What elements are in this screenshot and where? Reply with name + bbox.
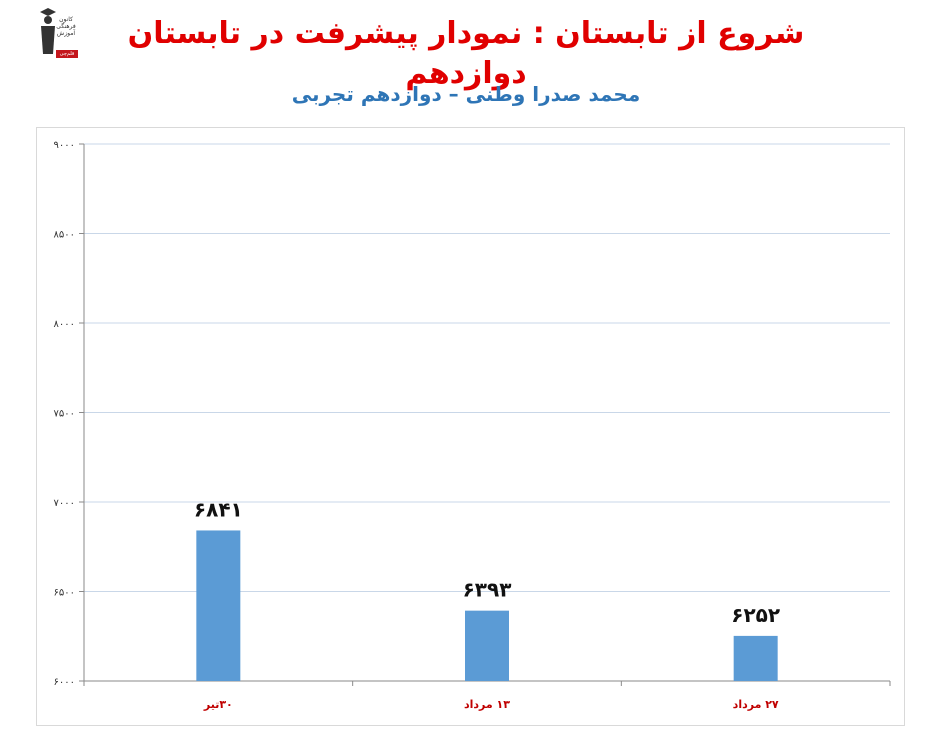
y-tick-label: ۷۰۰۰ — [54, 498, 75, 509]
page-title: شروع از تابستان : نمودار پیشرفت در تابست… — [127, 16, 805, 91]
data-label: ۶۸۴۱ — [194, 497, 243, 521]
bar — [465, 610, 509, 681]
y-tick-label: ۶۵۰۰ — [54, 588, 75, 599]
graduate-icon — [40, 8, 56, 54]
y-tick-label: ۶۰۰۰ — [54, 677, 75, 688]
bar — [733, 635, 778, 681]
category-label: ۱۳ مرداد — [464, 698, 510, 711]
logo: کانون فرهنگی آموزش قلم‌چی — [38, 6, 78, 60]
bar — [196, 530, 241, 681]
page-subtitle: محمد صدرا وطنی – دوازدهم تجربی — [291, 82, 641, 106]
data-label: ۶۳۹۳ — [463, 578, 512, 602]
logo-text: کانون فرهنگی آموزش — [56, 16, 76, 37]
data-label: ۶۲۵۲ — [731, 603, 780, 627]
logo-tag: قلم‌چی — [56, 50, 78, 58]
y-tick-label: ۹۰۰۰ — [54, 140, 75, 151]
category-label: ۳۰تیر — [203, 698, 233, 711]
chart-frame — [36, 127, 905, 726]
y-tick-label: ۸۵۰۰ — [54, 230, 75, 241]
y-tick-label: ۷۵۰۰ — [54, 409, 75, 420]
y-tick-label: ۸۰۰۰ — [54, 319, 75, 330]
category-label: ۲۷ مرداد — [733, 698, 779, 711]
